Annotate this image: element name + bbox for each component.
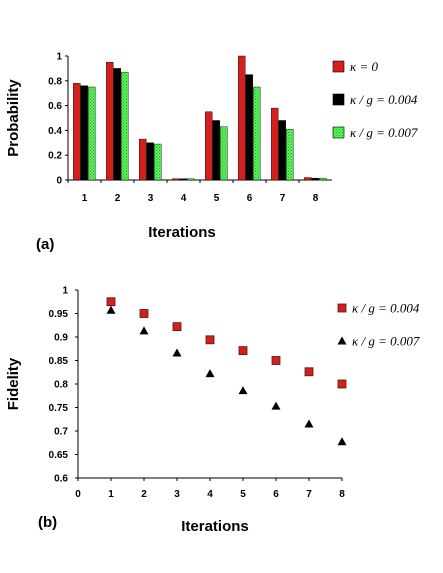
bar xyxy=(212,120,220,181)
bar xyxy=(139,138,147,181)
bar xyxy=(311,177,319,181)
legend-swatch xyxy=(332,60,345,73)
scatter-y-tick-label: 0.8 xyxy=(54,380,68,391)
square-point xyxy=(337,379,347,389)
square-point xyxy=(304,367,314,377)
bar xyxy=(253,86,261,181)
bar xyxy=(73,83,81,181)
bar xyxy=(245,74,253,181)
scatter-x-tick-label: 7 xyxy=(306,489,312,500)
scatter-y-tick-label: 0.7 xyxy=(54,427,68,438)
scatter-legend: κ / g = 0.004 κ / g = 0.007 xyxy=(337,301,420,349)
triangle-point xyxy=(238,386,248,395)
scatter-y-tick-label: 0.75 xyxy=(49,403,69,414)
triangle-point xyxy=(106,305,116,314)
bar-y-tick-label: 1 xyxy=(56,52,62,63)
scatter-x-axis-title: Iterations xyxy=(181,518,249,535)
bar-y-tick-label: 0.2 xyxy=(48,151,62,162)
bar-legend: κ = 0 κ / g = 0.004 κ / g = 0.007 xyxy=(332,59,418,140)
bar xyxy=(88,86,96,181)
legend-triangle-marker xyxy=(337,336,347,345)
square-point xyxy=(139,309,149,318)
panel-a-label: (a) xyxy=(36,236,54,253)
bar-y-tick-label: 0 xyxy=(56,176,62,187)
bar-x-tick-label: 8 xyxy=(313,193,319,204)
scatter-y-axis-title: Fidelity xyxy=(5,357,22,410)
bar-chart-panel: 0 0.2 0.4 0.6 0.8 1 1 2 3 4 5 6 7 8 Probability Iter… xyxy=(5,52,418,254)
bar xyxy=(271,107,279,181)
bar xyxy=(220,126,228,181)
bar-y-tick-label: 0.6 xyxy=(48,101,62,112)
legend-label: κ = 0 xyxy=(350,59,379,74)
bar-y-tick-label: 0.4 xyxy=(48,126,62,137)
scatter-y-tick-label: 0.85 xyxy=(49,356,69,367)
legend-square-marker xyxy=(337,303,347,313)
scatter-x-tick-label: 0 xyxy=(75,489,81,500)
bar-y-axis-title: Probability xyxy=(5,79,22,157)
square-point xyxy=(106,297,116,307)
bar xyxy=(179,178,187,181)
bar xyxy=(205,111,213,181)
legend-label: κ / g = 0.004 xyxy=(350,92,418,107)
square-point xyxy=(172,322,182,332)
bar-x-tick-label: 2 xyxy=(115,193,121,204)
bar-x-tick-label: 5 xyxy=(214,193,220,204)
triangle-point xyxy=(172,348,182,357)
square-point xyxy=(238,346,248,356)
legend-label: κ / g = 0.004 xyxy=(352,301,420,316)
legend-label: κ / g = 0.007 xyxy=(350,125,418,140)
scatter-x-tick-label: 5 xyxy=(240,489,246,500)
bar xyxy=(319,177,327,181)
scatter-x-tick-label: 2 xyxy=(141,489,147,500)
bar xyxy=(187,178,195,181)
bar-y-tick-label: 0.8 xyxy=(48,76,62,87)
bar xyxy=(80,85,88,181)
bar xyxy=(146,142,154,181)
bar xyxy=(113,68,121,181)
scatter-y-tick-label: 0.65 xyxy=(49,450,69,461)
legend-swatch xyxy=(332,126,345,139)
bar-x-tick-label: 7 xyxy=(280,193,286,204)
bar xyxy=(121,71,129,181)
scatter-y-tick-label: 0.6 xyxy=(54,474,68,485)
bar xyxy=(154,143,162,181)
triangle-point xyxy=(304,419,314,428)
scatter-y-tick-label: 0.9 xyxy=(54,333,68,344)
bar xyxy=(304,177,312,181)
triangle-point xyxy=(205,369,215,378)
triangle-point xyxy=(337,437,347,446)
bar xyxy=(286,128,294,181)
bar xyxy=(278,120,286,181)
scatter-x-tick-label: 6 xyxy=(273,489,279,500)
scatter-y-tick-label: 1 xyxy=(62,286,68,297)
scatter-x-tick-label: 1 xyxy=(108,489,114,500)
legend-label: κ / g = 0.007 xyxy=(352,334,420,349)
square-point xyxy=(205,335,215,345)
bar xyxy=(238,55,246,181)
bar-x-tick-label: 6 xyxy=(247,193,253,204)
bar-x-tick-label: 3 xyxy=(148,193,154,204)
bar-x-tick-label: 4 xyxy=(181,193,187,204)
bar-x-axis-title: Iterations xyxy=(148,224,216,241)
triangle-point xyxy=(139,326,149,335)
scatter-x-tick-label: 8 xyxy=(339,489,345,500)
scatter-y-tick-label: 0.95 xyxy=(49,309,69,320)
square-point xyxy=(271,356,281,365)
bar xyxy=(106,62,114,181)
bar xyxy=(172,178,180,181)
triangle-point xyxy=(271,401,281,410)
legend-swatch xyxy=(332,93,345,106)
bar-x-tick-label: 1 xyxy=(82,193,88,204)
panel-b-label: (b) xyxy=(38,514,57,531)
scatter-x-tick-label: 4 xyxy=(207,489,213,500)
scatter-x-tick-label: 3 xyxy=(174,489,180,500)
